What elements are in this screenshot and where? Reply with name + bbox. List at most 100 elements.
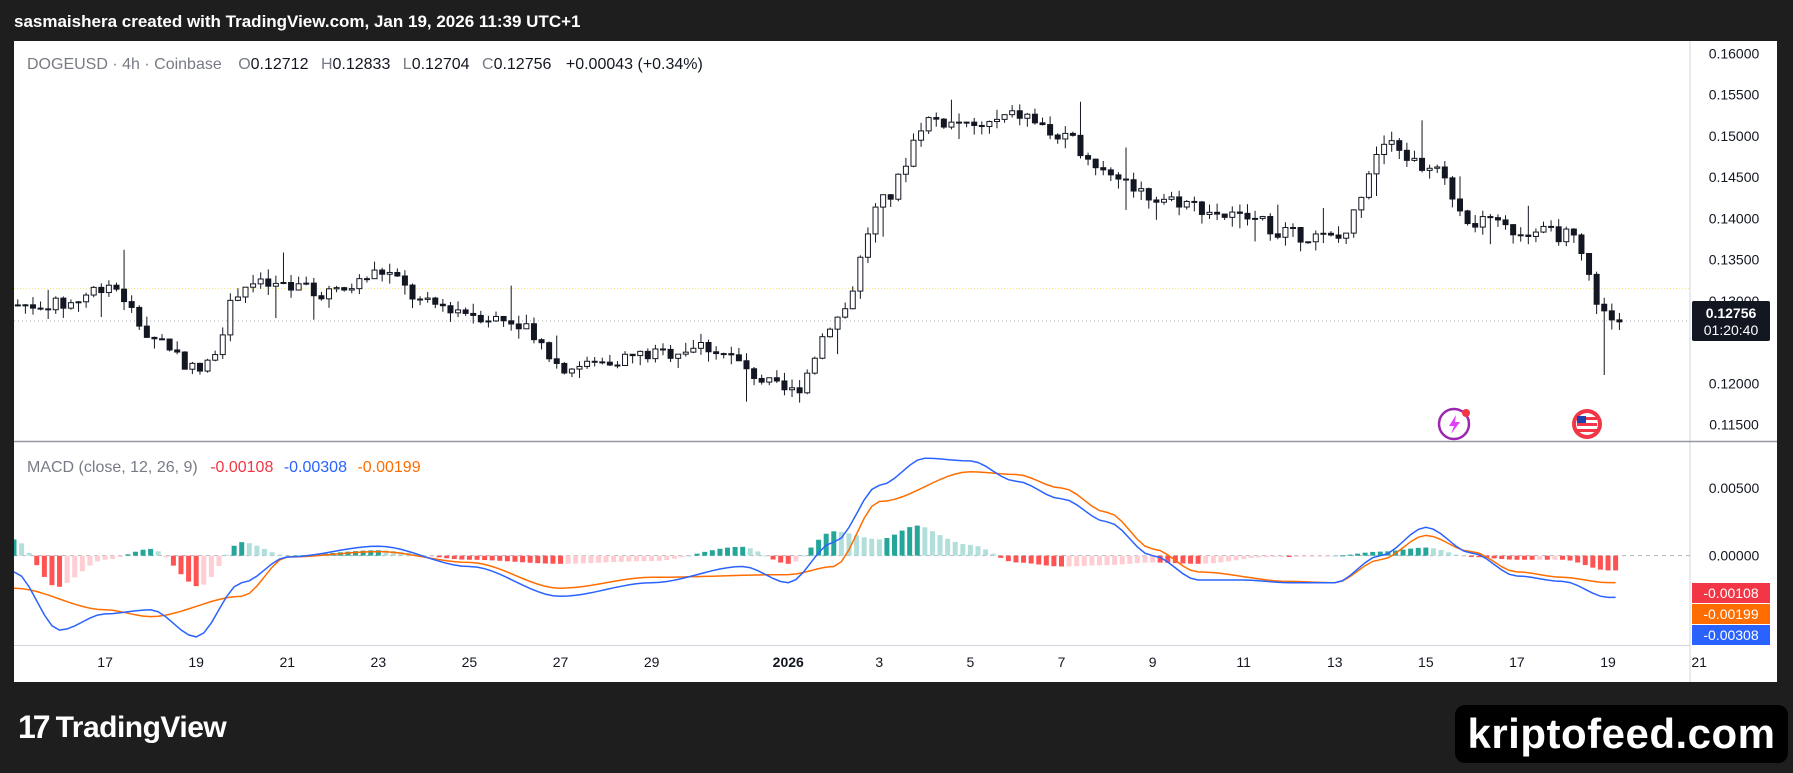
- histogram-bar: [679, 555, 685, 558]
- candle: [1153, 196, 1160, 220]
- time-tick-label: 5: [967, 654, 975, 670]
- candle: [363, 276, 370, 283]
- histogram-bar: [1021, 555, 1027, 563]
- price-tick-label: 0.15500: [1709, 87, 1760, 103]
- histogram-bar: [1537, 555, 1543, 560]
- candle: [22, 304, 29, 314]
- candle: [1138, 181, 1145, 201]
- candle: [629, 353, 636, 364]
- histogram-bar: [1324, 555, 1330, 557]
- histogram-bar: [671, 555, 677, 559]
- histogram-bar: [1263, 555, 1269, 558]
- chart-svg[interactable]: 0.115000.120000.130000.135000.140000.145…: [14, 41, 1777, 682]
- histogram-bar: [603, 555, 609, 563]
- candle: [568, 368, 575, 378]
- candle: [52, 296, 59, 314]
- histogram-bar: [846, 533, 852, 556]
- histogram-bar: [421, 555, 427, 557]
- candle: [1608, 303, 1615, 330]
- histogram-bar: [64, 555, 70, 583]
- histogram-bar: [838, 531, 844, 556]
- legend-high-value: 0.12833: [333, 56, 391, 73]
- candle: [1221, 213, 1228, 220]
- candle: [1358, 196, 1365, 219]
- histogram-bar: [148, 548, 154, 556]
- histogram-bar: [1112, 555, 1118, 565]
- candle: [151, 336, 158, 349]
- candle: [1335, 226, 1342, 243]
- time-tick-label: 19: [188, 654, 204, 670]
- time-tick-label: 13: [1327, 654, 1343, 670]
- time-tick-label: 21: [1691, 654, 1707, 670]
- histogram-bar: [535, 555, 541, 564]
- candle: [1494, 214, 1501, 227]
- candle: [735, 347, 742, 362]
- histogram-bar: [725, 547, 731, 556]
- candle: [1305, 241, 1312, 244]
- candle: [1312, 230, 1319, 251]
- histogram-bar: [41, 555, 47, 577]
- candle: [257, 272, 264, 289]
- histogram-bar: [360, 550, 366, 556]
- candle: [1009, 105, 1016, 118]
- candle: [1054, 133, 1061, 144]
- histogram-bar: [459, 555, 465, 560]
- chart-panel[interactable]: 0.11500 0.12000 0.13000 0.13500 0.14000 0.145…: [14, 41, 1777, 682]
- us-flag-event-icon[interactable]: [1572, 409, 1602, 439]
- histogram-bar: [778, 555, 784, 563]
- histogram-bar: [170, 555, 176, 566]
- candle: [781, 372, 788, 396]
- histogram-bar: [428, 555, 434, 557]
- tradingview-brand[interactable]: 17 TradingView: [18, 709, 227, 746]
- lightning-event-icon[interactable]: [1437, 407, 1471, 441]
- histogram-bar: [914, 525, 920, 556]
- candle: [1183, 200, 1190, 210]
- candle: [1593, 271, 1600, 315]
- histogram-bar: [580, 555, 586, 564]
- histogram-bar: [87, 555, 93, 566]
- candle: [1441, 161, 1448, 185]
- histogram-bar: [1514, 555, 1520, 560]
- candle: [986, 120, 993, 134]
- candle: [1198, 200, 1205, 224]
- legend-low-label: L: [403, 56, 412, 73]
- histogram-bar: [391, 550, 397, 556]
- candle: [477, 310, 484, 324]
- candle: [1479, 210, 1486, 235]
- histogram-bar: [1309, 555, 1315, 557]
- histogram-bar: [633, 555, 639, 562]
- candle: [667, 344, 674, 363]
- histogram-bar: [444, 555, 450, 559]
- candle: [310, 277, 317, 320]
- histogram-bar: [702, 551, 708, 556]
- candle: [523, 314, 530, 330]
- candle: [105, 280, 112, 297]
- candle: [90, 286, 97, 298]
- histogram-bar: [1362, 552, 1368, 556]
- candle: [500, 315, 507, 327]
- histogram-bar: [1172, 555, 1178, 564]
- histogram-bar: [117, 555, 123, 557]
- price-tick-label: 0.12000: [1709, 375, 1760, 391]
- candle: [1191, 196, 1198, 212]
- candle: [652, 344, 659, 363]
- candle: [1532, 228, 1539, 243]
- time-tick-label: 7: [1058, 654, 1066, 670]
- candle: [1517, 227, 1524, 242]
- candle: [67, 299, 74, 310]
- histogram-bar: [626, 555, 632, 562]
- histogram-bar: [277, 554, 283, 556]
- histogram-bar: [1423, 547, 1429, 556]
- histogram-bar: [687, 555, 693, 557]
- candle: [644, 348, 651, 363]
- candle: [849, 286, 856, 310]
- histogram-bar: [1218, 555, 1224, 563]
- histogram-bar: [1157, 555, 1163, 563]
- candle: [546, 341, 553, 363]
- candle: [1388, 131, 1395, 152]
- histogram-bar: [94, 555, 100, 562]
- candle: [895, 173, 902, 202]
- candle: [379, 267, 386, 282]
- candle: [181, 351, 188, 370]
- histogram-bar: [732, 546, 738, 556]
